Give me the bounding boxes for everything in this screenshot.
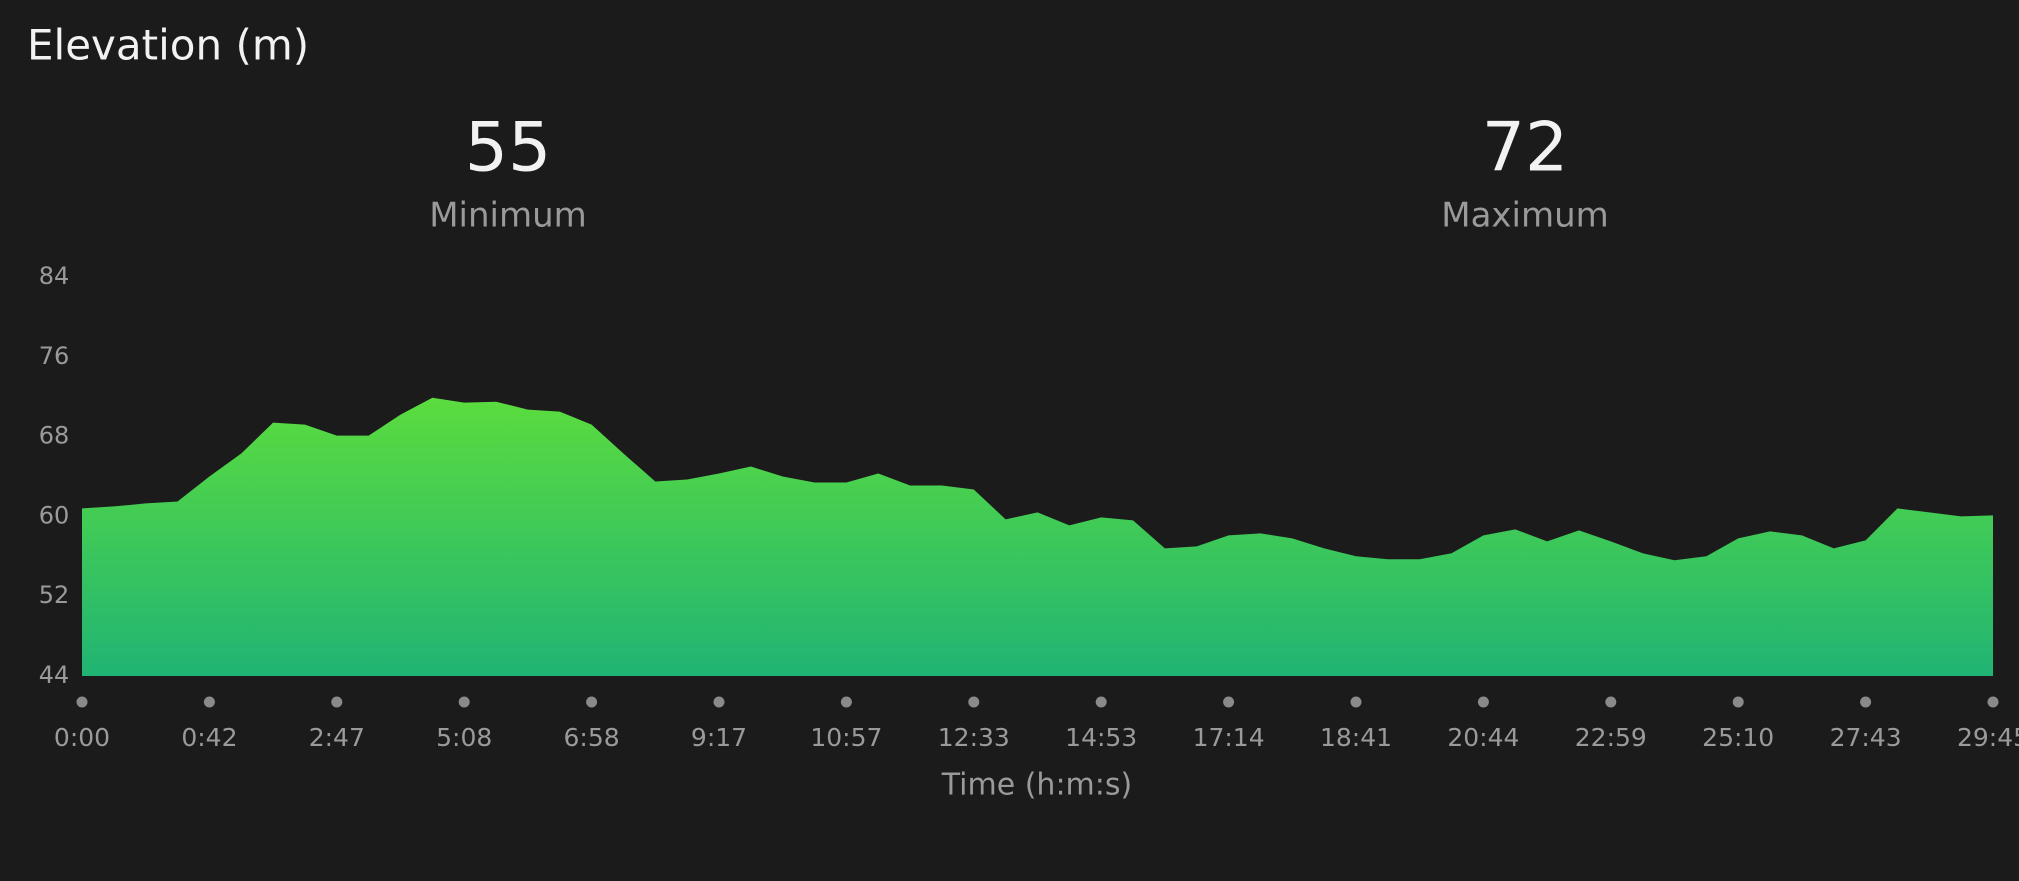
x-tick-dot — [1223, 696, 1235, 708]
y-tick-label: 76 — [39, 342, 70, 370]
x-tick-label: 22:59 — [1575, 723, 1647, 752]
x-tick-dot — [1477, 696, 1489, 708]
x-tick-dot — [203, 696, 215, 708]
x-tick-dot — [76, 696, 88, 708]
x-tick-label: 0:00 — [54, 723, 110, 752]
x-tick-dot — [1350, 696, 1362, 708]
x-tick-label: 18:41 — [1320, 723, 1392, 752]
x-tick-label: 25:10 — [1702, 723, 1774, 752]
stat-label: Maximum — [1441, 196, 1609, 236]
x-tick-dot — [1732, 696, 1744, 708]
x-tick-dot — [713, 696, 725, 708]
y-tick-label: 84 — [39, 262, 70, 290]
x-tick-label: 14:53 — [1065, 723, 1137, 752]
x-tick-label: 10:57 — [810, 723, 882, 752]
x-tick-label: 5:08 — [436, 723, 492, 752]
x-tick-label: 0:42 — [181, 723, 237, 752]
x-tick-label: 17:14 — [1193, 723, 1265, 752]
elevation-area — [82, 397, 1993, 676]
stat-value: 72 — [1482, 109, 1569, 188]
x-tick-dot — [458, 696, 470, 708]
stat-value: 55 — [465, 109, 552, 188]
y-tick-label: 52 — [39, 581, 70, 609]
x-tick-label: 6:58 — [564, 723, 620, 752]
card-title: Elevation (m) — [27, 21, 309, 70]
x-tick-label: 29:45 — [1957, 723, 2019, 752]
x-tick-label: 20:44 — [1447, 723, 1519, 752]
x-tick-dot — [586, 696, 598, 708]
x-tick-dot — [1987, 696, 1999, 708]
x-tick-dot — [1605, 696, 1617, 708]
x-axis-title: Time (h:m:s) — [941, 768, 1132, 803]
y-tick-label: 60 — [39, 501, 70, 529]
x-tick-dot — [1095, 696, 1107, 708]
stat-label: Minimum — [429, 196, 587, 236]
x-tick-dot — [1860, 696, 1872, 708]
y-tick-label: 44 — [39, 661, 70, 689]
x-tick-label: 27:43 — [1830, 723, 1902, 752]
x-tick-dot — [331, 696, 343, 708]
x-tick-label: 9:17 — [691, 723, 747, 752]
y-tick-label: 68 — [39, 422, 70, 450]
x-tick-label: 2:47 — [309, 723, 365, 752]
x-tick-dot — [840, 696, 852, 708]
x-tick-dot — [968, 696, 980, 708]
x-tick-label: 12:33 — [938, 723, 1010, 752]
